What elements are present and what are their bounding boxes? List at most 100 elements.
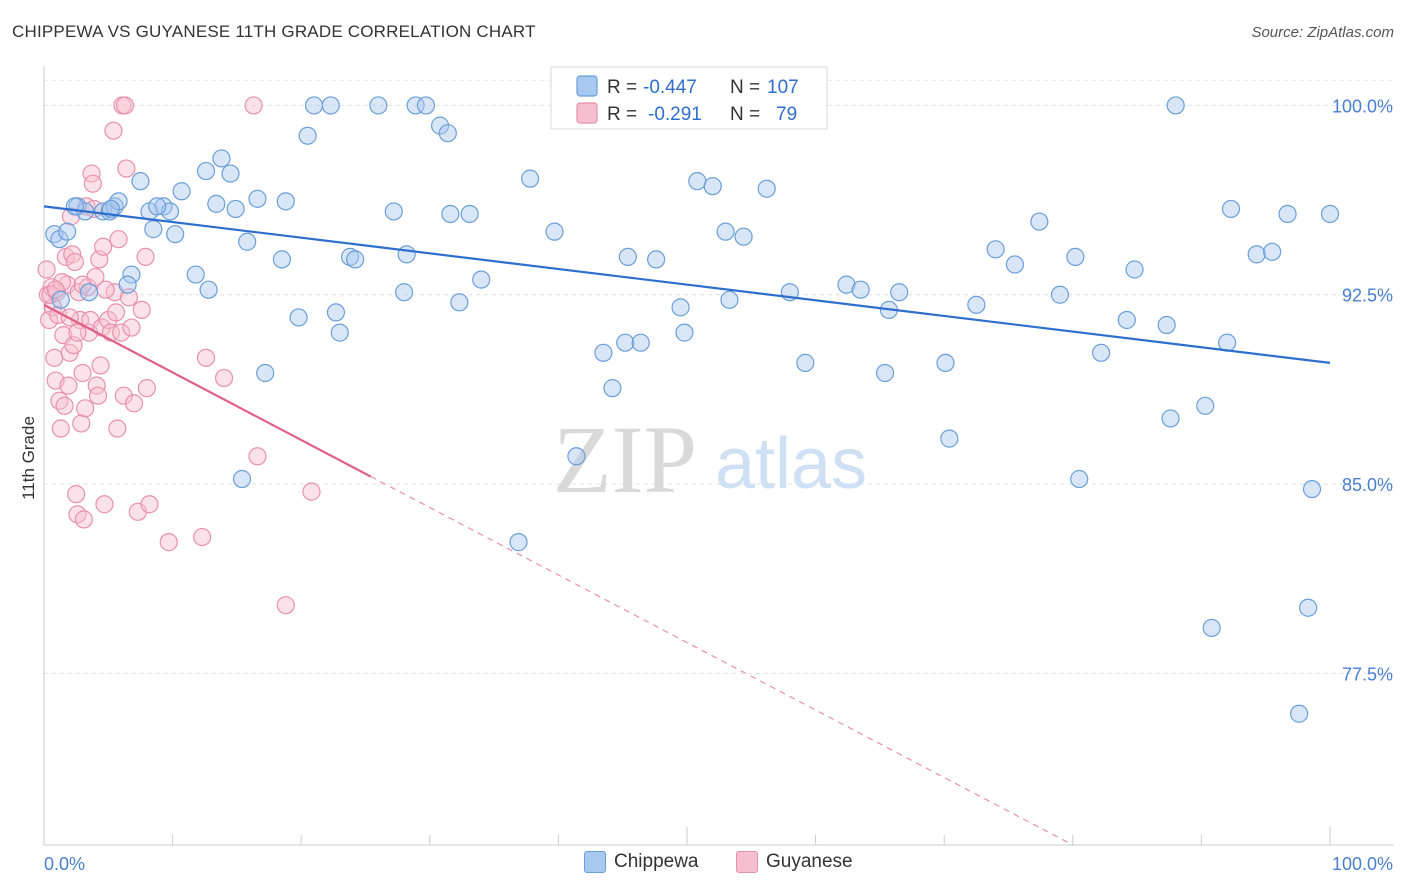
chippewa-point [1263,242,1282,261]
guyanese-point [59,376,78,395]
legend-swatch-chippewa [576,75,598,97]
chippewa-point [890,283,909,302]
chippewa-point [594,343,613,362]
chippewa-point [196,161,216,181]
legend-label-guyanese: Guyanese [766,851,853,872]
chippewa-point [545,222,564,241]
chippewa-point [304,96,324,115]
chippewa-point [1221,199,1241,219]
y-tick-label: 100.0% [1332,96,1393,116]
guyanese-point [72,414,91,433]
legend-n-value-guyanese: 79 [776,104,797,125]
chart-title: CHIPPEWA VS GUYANESE 11TH GRADE CORRELAT… [12,22,536,41]
trend-lines [43,205,1331,846]
guyanese-point [248,447,267,466]
chippewa-point [207,194,226,213]
guyanese-point [276,596,295,615]
guyanese-point [122,318,141,337]
guyanese-point [45,348,64,367]
chippewa-point [675,323,694,342]
chippewa-point [1161,409,1180,428]
legend-n-label: N = [730,104,760,125]
chippewa-point [109,192,128,211]
grid-lines [44,79,1394,674]
guyanese-point [94,237,113,256]
legend-r-value-guyanese: -0.291 [648,104,702,125]
chippewa-point [248,189,267,208]
chippewa-point [1157,315,1176,335]
chippewa-point [940,429,959,448]
chippewa-point [1290,704,1309,723]
watermark: ZIP atlas [553,406,867,513]
legend-r-value-chippewa: -0.447 [643,77,697,98]
guyanese-point [109,230,128,249]
chippewa-point [340,247,360,266]
chippewa-point [65,197,84,216]
chippewa-point [397,245,416,264]
guyanese-point [244,96,263,115]
guyanese-point [88,386,108,405]
guyanese-point [115,96,135,115]
chippewa-point [131,172,150,191]
chippewa-point [796,353,815,372]
chippewa-point [688,172,707,191]
chippewa-point [148,197,167,216]
chippewa-point [118,275,137,294]
guyanese-point [112,323,131,342]
guyanese-point [65,252,84,272]
guyanese-point [76,399,95,418]
chippewa-point [346,250,365,269]
guyanese-point [67,485,86,504]
legend-n-value-chippewa: 107 [767,77,799,98]
chippewa-point [734,227,753,246]
chippewa-point [837,275,856,294]
chippewa-point [256,363,275,383]
guyanese-point [83,174,102,193]
chippewa-point [616,333,635,352]
chippewa-point [199,280,218,299]
chippewa-point [567,447,586,466]
guyanese-point [104,121,123,140]
y-tick-label: 77.5% [1342,664,1393,684]
chippewa-point [1166,96,1185,115]
chippewa-point [384,202,403,221]
guyanese-point [68,323,87,342]
chippewa-point [58,222,77,241]
guyanese-point [61,207,81,226]
chippewa-point [936,353,955,372]
guyanese-point [50,391,69,410]
guyanese-trend-line [43,303,372,478]
guyanese-point [96,280,115,299]
legend-swatch-guyanese [736,851,758,873]
chippewa-point [757,179,776,198]
chippewa-point [1202,618,1221,638]
chippewa-point [1320,204,1340,224]
y-tick-label: 92.5% [1342,286,1393,306]
chippewa-point [1278,204,1297,224]
chippewa-point [212,149,231,168]
legend-item-guyanese[interactable]: Guyanese [736,851,853,873]
chippewa-point [326,303,346,322]
guyanese-point [137,379,156,398]
chippewa-point [289,308,308,327]
chippewa-point [671,298,690,317]
guyanese-point [132,300,151,319]
chippewa-point [330,323,349,342]
chippewa-point [472,270,491,289]
chippewa-point [1066,247,1085,266]
guyanese-point [117,159,136,178]
chippewa-point [272,250,292,269]
guyanese-point [124,394,144,413]
chippewa-point [703,177,722,196]
guyanese-point [196,348,216,367]
chippewa-point [967,295,986,314]
y-tick-label: 85.0% [1342,475,1393,495]
chippewa-point [430,116,450,135]
legend-swatch-chippewa [584,851,606,873]
chippewa-point [166,225,185,244]
legend-item-chippewa[interactable]: Chippewa [584,851,699,873]
guyanese-point [140,495,159,514]
tick-labels: 77.5% 85.0% 92.5% 100.0% 0.0% 100.0% [44,96,1393,874]
series-legend: Chippewa Guyanese [0,851,1406,879]
guyanese-point [51,419,70,438]
